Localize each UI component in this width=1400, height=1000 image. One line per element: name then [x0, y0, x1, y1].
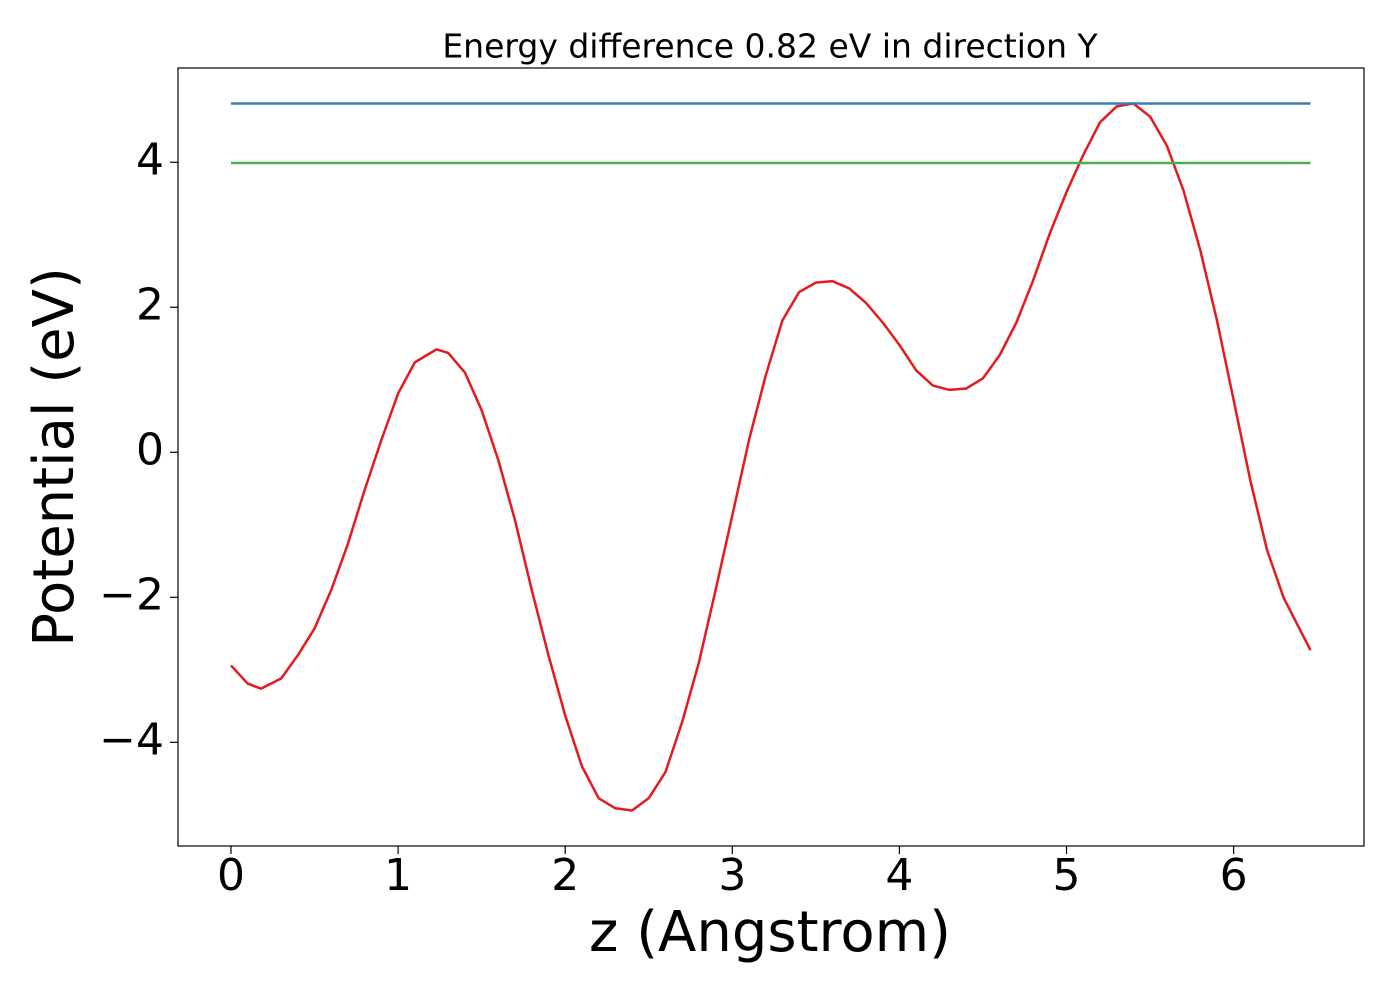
- y-tick-label: 2: [136, 279, 164, 330]
- x-axis-label: z (Angstrom): [589, 900, 951, 965]
- y-tick-label: −4: [99, 714, 164, 765]
- chart-title: Energy difference 0.82 eV in direction Y: [442, 27, 1098, 66]
- y-tick-label: 4: [136, 134, 164, 185]
- x-tick-label: 0: [217, 850, 245, 901]
- y-axis-label: Potential (eV): [22, 267, 87, 647]
- plot-frame: [177, 67, 1365, 847]
- line-series: [230, 102, 1312, 812]
- x-tick-label: 1: [384, 850, 412, 901]
- x-tick-label: 4: [885, 850, 913, 901]
- x-tick-label: 5: [1053, 850, 1081, 901]
- x-tick-label: 2: [551, 850, 579, 901]
- y-tick-label: −2: [99, 569, 164, 620]
- x-tick-label: 3: [718, 850, 746, 901]
- x-tick-label: 6: [1220, 850, 1248, 901]
- y-tick-label: 0: [136, 424, 164, 475]
